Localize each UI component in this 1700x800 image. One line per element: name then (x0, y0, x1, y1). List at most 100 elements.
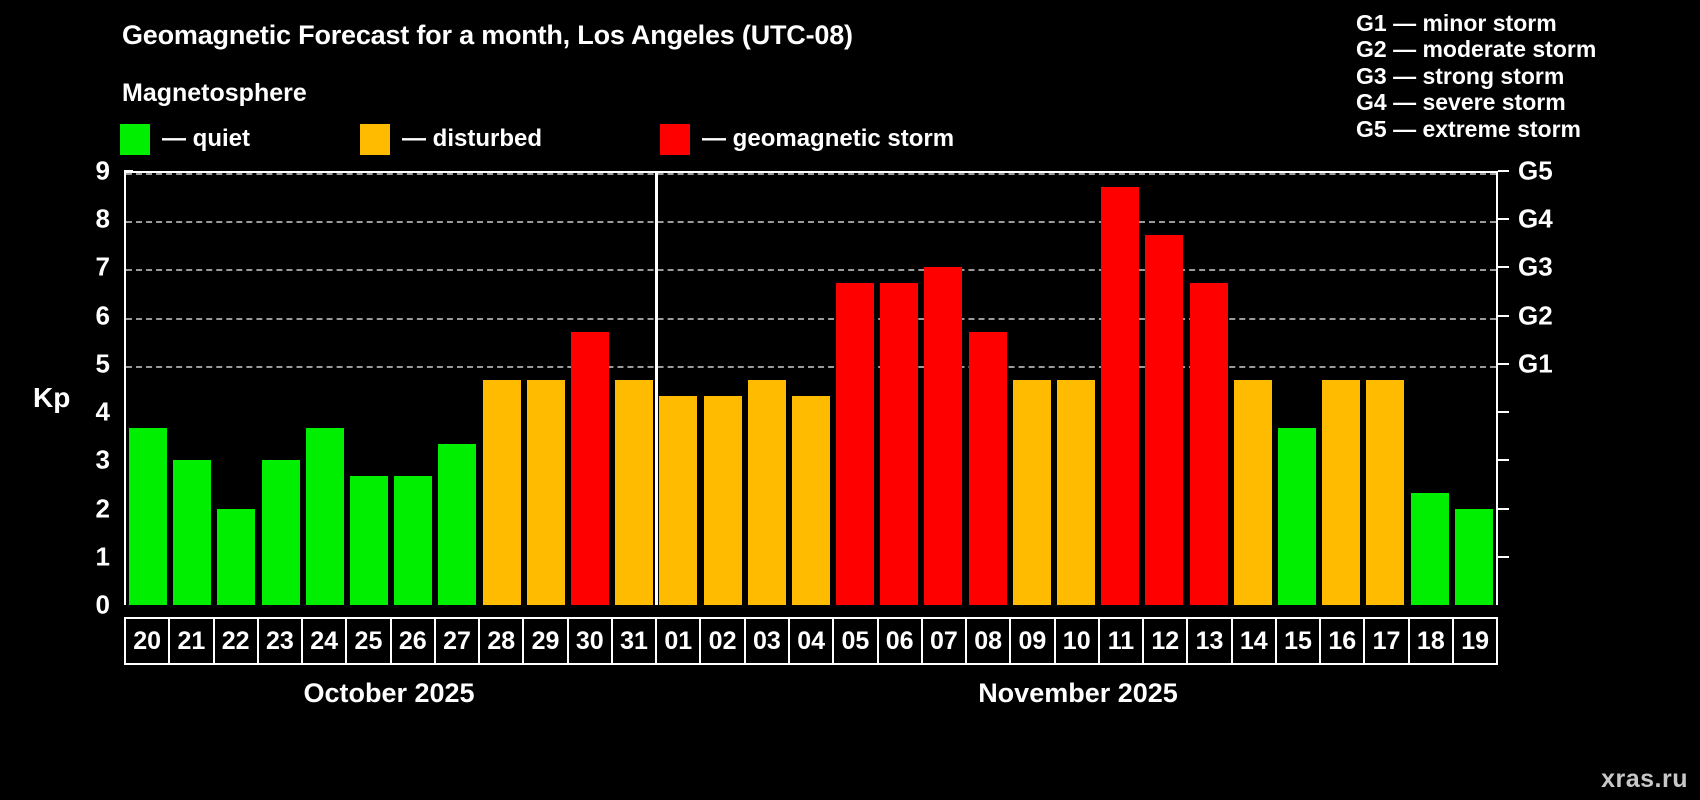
date-cell-26[interactable]: 26 (391, 619, 436, 663)
bar-day-03[interactable] (747, 379, 786, 605)
bar-slot[interactable] (303, 173, 347, 605)
bar-slot[interactable] (524, 173, 568, 605)
bar-day-17[interactable] (1366, 379, 1405, 605)
bar-day-20[interactable] (129, 428, 168, 605)
bar-day-26[interactable] (394, 476, 433, 605)
bar-slot[interactable] (1275, 173, 1319, 605)
bar-slot[interactable] (789, 173, 833, 605)
bar-day-23[interactable] (261, 460, 300, 605)
plot-inner (126, 173, 1496, 605)
date-cell-28[interactable]: 28 (480, 619, 525, 663)
bar-slot[interactable] (480, 173, 524, 605)
bar-day-27[interactable] (438, 444, 477, 605)
bar-day-28[interactable] (482, 379, 521, 605)
date-cell-27[interactable]: 27 (435, 619, 481, 663)
bar-slot[interactable] (347, 173, 391, 605)
date-cell-29[interactable]: 29 (524, 619, 569, 663)
date-cell-03[interactable]: 03 (745, 619, 790, 663)
magnetosphere-label: Magnetosphere (122, 79, 307, 107)
bar-day-18[interactable] (1410, 492, 1449, 605)
bar-slot[interactable] (1010, 173, 1054, 605)
bar-slot[interactable] (1187, 173, 1231, 605)
date-cell-18[interactable]: 18 (1409, 619, 1454, 663)
bar-slot[interactable] (1452, 173, 1496, 605)
bar-day-12[interactable] (1145, 235, 1184, 605)
bar-day-11[interactable] (1101, 186, 1140, 605)
bar-slot[interactable] (170, 173, 214, 605)
bar-slot[interactable] (435, 173, 479, 605)
date-cell-01[interactable]: 01 (657, 619, 702, 663)
date-cell-10[interactable]: 10 (1055, 619, 1100, 663)
bar-day-29[interactable] (526, 379, 565, 605)
date-cell-07[interactable]: 07 (922, 619, 968, 663)
bar-slot[interactable] (568, 173, 612, 605)
g-tick-mark-kp-5 (1498, 362, 1509, 365)
date-cell-24[interactable]: 24 (303, 619, 348, 663)
bar-slot[interactable] (745, 173, 789, 605)
date-cell-15[interactable]: 15 (1276, 619, 1322, 663)
bar-slot[interactable] (1054, 173, 1098, 605)
bar-slot[interactable] (259, 173, 303, 605)
date-cell-06[interactable]: 06 (878, 619, 923, 663)
date-cell-05[interactable]: 05 (834, 619, 879, 663)
bar-slot[interactable] (921, 173, 965, 605)
date-cell-11[interactable]: 11 (1099, 619, 1145, 663)
bar-day-05[interactable] (836, 283, 875, 605)
bar-day-04[interactable] (791, 396, 830, 605)
bar-slot[interactable] (656, 173, 700, 605)
date-cell-14[interactable]: 14 (1232, 619, 1277, 663)
bar-day-14[interactable] (1233, 379, 1272, 605)
page-title: Geomagnetic Forecast for a month, Los An… (122, 20, 853, 50)
color-legend: — quiet — disturbed — geomagnetic storm (120, 122, 954, 156)
date-cell-13[interactable]: 13 (1188, 619, 1233, 663)
bar-slot[interactable] (700, 173, 744, 605)
date-cell-12[interactable]: 12 (1144, 619, 1189, 663)
date-cell-04[interactable]: 04 (789, 619, 835, 663)
bar-day-13[interactable] (1189, 283, 1228, 605)
bar-day-08[interactable] (968, 331, 1007, 605)
bar-day-24[interactable] (305, 428, 344, 605)
bar-day-25[interactable] (350, 476, 389, 605)
date-cell-09[interactable]: 09 (1011, 619, 1056, 663)
bar-day-22[interactable] (217, 508, 256, 605)
bar-day-02[interactable] (703, 396, 742, 605)
bar-series (126, 173, 1496, 605)
date-cell-25[interactable]: 25 (347, 619, 392, 663)
date-cell-22[interactable]: 22 (214, 619, 259, 663)
bar-slot[interactable] (833, 173, 877, 605)
bar-slot[interactable] (1098, 173, 1142, 605)
bar-slot[interactable] (1363, 173, 1407, 605)
bar-slot[interactable] (1231, 173, 1275, 605)
bar-slot[interactable] (1407, 173, 1451, 605)
bar-day-16[interactable] (1322, 379, 1361, 605)
bar-slot[interactable] (966, 173, 1010, 605)
date-cell-23[interactable]: 23 (258, 619, 304, 663)
bar-day-30[interactable] (570, 331, 609, 605)
bar-day-31[interactable] (615, 379, 654, 605)
date-cell-08[interactable]: 08 (967, 619, 1012, 663)
bar-day-21[interactable] (173, 460, 212, 605)
bar-day-19[interactable] (1454, 508, 1493, 605)
date-cell-02[interactable]: 02 (701, 619, 746, 663)
bar-day-15[interactable] (1277, 428, 1316, 605)
date-cell-19[interactable]: 19 (1453, 619, 1497, 663)
date-cell-16[interactable]: 16 (1321, 619, 1366, 663)
bar-day-10[interactable] (1057, 379, 1096, 605)
bar-slot[interactable] (612, 173, 656, 605)
bar-slot[interactable] (1142, 173, 1186, 605)
bar-slot[interactable] (214, 173, 258, 605)
date-cell-20[interactable]: 20 (126, 619, 171, 663)
bar-slot[interactable] (391, 173, 435, 605)
bar-day-07[interactable] (924, 267, 963, 605)
bar-slot[interactable] (126, 173, 170, 605)
date-cell-21[interactable]: 21 (170, 619, 215, 663)
bar-day-06[interactable] (880, 283, 919, 605)
bar-day-01[interactable] (659, 396, 698, 605)
bar-slot[interactable] (877, 173, 921, 605)
legend-swatch-disturbed (360, 123, 390, 155)
bar-slot[interactable] (1319, 173, 1363, 605)
date-cell-17[interactable]: 17 (1365, 619, 1410, 663)
date-cell-31[interactable]: 31 (612, 619, 658, 663)
bar-day-09[interactable] (1012, 379, 1051, 605)
date-cell-30[interactable]: 30 (568, 619, 613, 663)
